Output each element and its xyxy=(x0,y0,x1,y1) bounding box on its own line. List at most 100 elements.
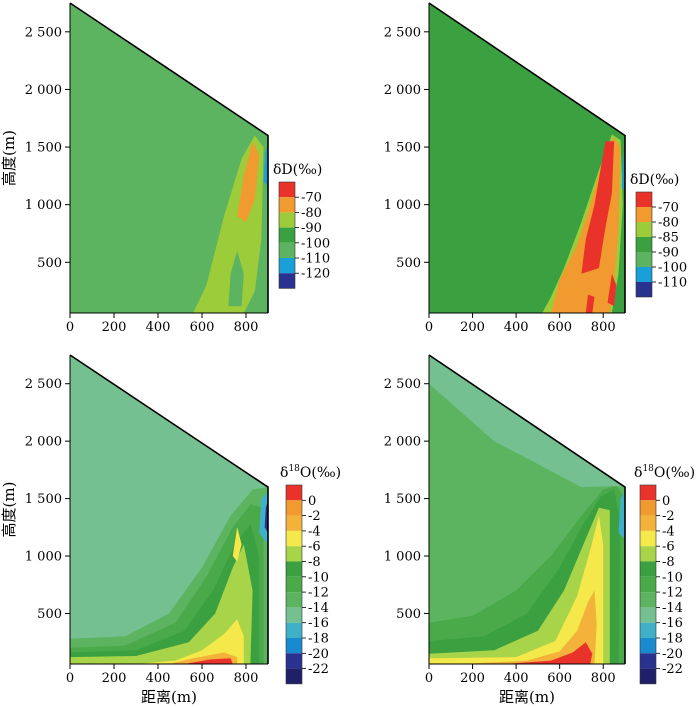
legend-swatch xyxy=(286,668,302,684)
legend-label: -110 xyxy=(301,252,330,267)
y-tick-label: 1 500 xyxy=(25,492,62,507)
legend-swatch xyxy=(636,222,652,237)
legend-label: -2 xyxy=(662,509,675,524)
legend-swatch xyxy=(636,192,652,207)
legend-swatch xyxy=(279,212,295,228)
legend-swatch xyxy=(640,530,656,547)
contour-region xyxy=(585,294,595,313)
panel-top-right: 0 200 400 600 800 500 1 000 1 500 2 000 2 500 δD(‰… xyxy=(384,2,687,335)
legend-label: -80 xyxy=(658,216,679,231)
legend-label: -4 xyxy=(662,524,675,539)
x-tick-label: 400 xyxy=(504,320,529,335)
legend-title: δD(‰) xyxy=(630,172,679,188)
legend-label: -110 xyxy=(658,276,687,291)
panel-bottom-right: 0 200 400 600 800 500 1 000 1 500 2 000 2 500 距离(m… xyxy=(384,354,695,706)
contour-region xyxy=(232,527,242,562)
x-tick-label: 200 xyxy=(102,671,127,686)
x-tick-label: 0 xyxy=(425,320,433,335)
legend-label: -20 xyxy=(308,647,329,662)
legend-label: -90 xyxy=(301,221,322,236)
legend-title: δ18O(‰) xyxy=(280,464,341,481)
legend-swatch xyxy=(286,576,302,593)
y-tick-label: 1 500 xyxy=(25,141,62,156)
legend-swatch xyxy=(640,515,656,531)
legend-swatch xyxy=(640,485,656,501)
x-tick-label: 200 xyxy=(460,671,485,686)
legend-label: -90 xyxy=(658,246,679,261)
legend: δ18O(‰) 0-2-4-6-8-10-12-14-16-18-20-22 xyxy=(280,464,341,685)
contour-region xyxy=(259,491,268,545)
legend-title: δ18O(‰) xyxy=(634,464,695,481)
legend-swatch xyxy=(286,546,302,562)
legend-label: -12 xyxy=(662,586,683,601)
legend-label: -20 xyxy=(662,647,683,662)
legend: δ18O(‰) 0-2-4-6-8-10-12-14-16-18-20-22 xyxy=(634,464,695,685)
legend-swatch xyxy=(636,267,652,282)
legend-swatch xyxy=(640,576,656,593)
legend-frame xyxy=(639,484,657,685)
domain-boundary xyxy=(428,2,626,313)
contour-background xyxy=(429,3,625,313)
x-tick-label: 400 xyxy=(146,320,171,335)
legend-frame xyxy=(278,181,296,289)
contour-region xyxy=(581,141,615,274)
y-axis-label: 高度(m) xyxy=(0,482,18,538)
legend-label: -85 xyxy=(658,231,679,246)
legend-swatch xyxy=(286,638,302,654)
legend-label: -100 xyxy=(301,236,330,251)
y-tick-label: 2 000 xyxy=(25,83,62,98)
contour-field xyxy=(70,3,268,313)
domain-boundary xyxy=(69,354,269,664)
legend-label: -12 xyxy=(308,586,329,601)
legend-label: 0 xyxy=(308,494,316,509)
legend-swatch xyxy=(640,668,656,684)
contour-region xyxy=(264,500,268,533)
y-tick-label: 2 000 xyxy=(384,83,421,98)
legend: δD(‰) -70-80-90-100-110-120 xyxy=(273,162,330,289)
legend-swatch xyxy=(279,242,295,258)
legend-swatch xyxy=(636,237,652,252)
contour-field xyxy=(429,3,625,313)
contour-field xyxy=(429,355,625,664)
y-tick-label: 2 500 xyxy=(384,25,421,40)
legend-swatch xyxy=(286,592,302,608)
contour-background xyxy=(70,3,268,313)
y-tick-label: 2 000 xyxy=(25,435,62,450)
x-tick-label: 200 xyxy=(460,320,485,335)
legend-label: -18 xyxy=(308,632,329,647)
x-tick-label: 400 xyxy=(146,671,171,686)
legend-label: -4 xyxy=(308,524,321,539)
legend-swatch xyxy=(279,182,295,198)
legend-label: -70 xyxy=(301,191,322,206)
x-tick-label: 800 xyxy=(591,320,616,335)
legend-swatch xyxy=(286,500,302,516)
legend-swatch xyxy=(279,258,295,274)
y-tick-label: 2 500 xyxy=(25,377,62,392)
legend-swatch xyxy=(279,273,295,289)
legend-label: -10 xyxy=(308,570,329,585)
y-tick-label: 500 xyxy=(37,607,62,622)
legend-label: -8 xyxy=(308,555,321,570)
y-tick-label: 1 000 xyxy=(25,550,62,565)
x-tick-label: 0 xyxy=(66,320,74,335)
contour-region xyxy=(237,141,260,222)
y-tick-label: 500 xyxy=(396,256,421,271)
legend-label: -22 xyxy=(308,662,329,677)
legend-swatch xyxy=(640,607,656,623)
contour-region xyxy=(184,658,233,664)
legend-swatch xyxy=(636,282,652,297)
legend-swatch xyxy=(640,638,656,654)
legend-label: -18 xyxy=(662,632,683,647)
legend-label: -22 xyxy=(662,662,683,677)
y-axis-label: 高度(m) xyxy=(0,130,18,186)
legend-label: -120 xyxy=(301,267,330,282)
legend-frame xyxy=(285,484,303,685)
legend-label: -8 xyxy=(662,555,675,570)
panel-top-left: 0 200 400 600 800 500 1 000 1 500 2 000 2 500 高度(m… xyxy=(0,2,330,335)
legend-swatch xyxy=(279,197,295,213)
y-tick-label: 500 xyxy=(396,607,421,622)
y-tick-label: 1 500 xyxy=(384,141,421,156)
legend-frame xyxy=(635,191,653,298)
